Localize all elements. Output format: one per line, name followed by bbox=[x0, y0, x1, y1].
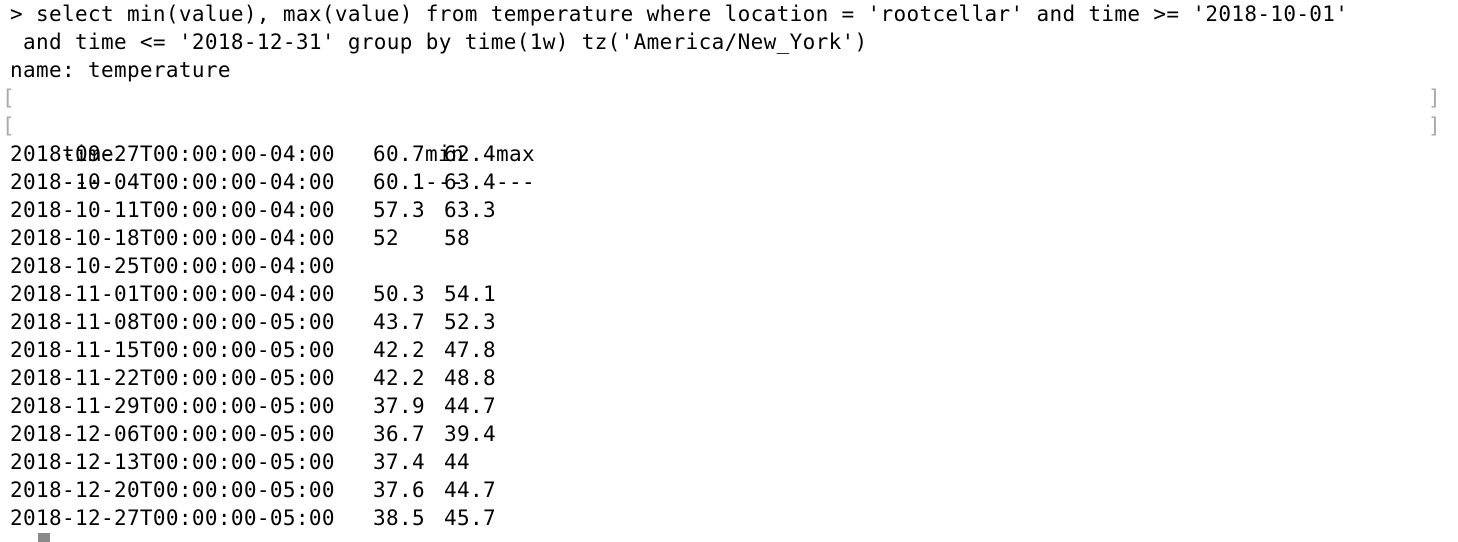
cell-min: 37.9 bbox=[373, 394, 425, 418]
table-row: 2018-12-06T00:00:00-05:00 36.7 39.4 bbox=[10, 420, 1458, 448]
table-row: 2018-09-27T00:00:00-04:00 60.7 62.4 bbox=[10, 140, 1458, 168]
cell-max: 63.4 bbox=[444, 170, 496, 194]
cell-max: 62.4 bbox=[444, 142, 496, 166]
result-name: name: temperature bbox=[10, 58, 231, 82]
table-row: 2018-12-27T00:00:00-05:00 38.5 45.7 bbox=[10, 504, 1458, 532]
cell-time: 2018-12-13T00:00:00-05:00 bbox=[10, 450, 335, 474]
cell-time: 2018-12-27T00:00:00-05:00 bbox=[10, 506, 335, 530]
cell-time: 2018-10-18T00:00:00-04:00 bbox=[10, 226, 335, 250]
cell-max: 63.3 bbox=[444, 198, 496, 222]
command-line-2: and time <= '2018-12-31' group by time(1… bbox=[10, 30, 868, 54]
cell-max: 39.4 bbox=[444, 422, 496, 446]
cell-max: 54.1 bbox=[444, 282, 496, 306]
cell-min: 42.2 bbox=[373, 366, 425, 390]
cell-min: 57.3 bbox=[373, 198, 425, 222]
table-row: 2018-12-20T00:00:00-05:00 37.6 44.7 bbox=[10, 476, 1458, 504]
cell-max: 44.7 bbox=[444, 478, 496, 502]
cell-time: 2018-11-29T00:00:00-05:00 bbox=[10, 394, 335, 418]
cell-time: 2018-12-20T00:00:00-05:00 bbox=[10, 478, 335, 502]
cell-max: 52.3 bbox=[444, 310, 496, 334]
cell-min: 38.5 bbox=[373, 506, 425, 530]
selection-bracket-right-icon: ] bbox=[1428, 114, 1441, 138]
cell-max: 44.7 bbox=[444, 394, 496, 418]
cell-min: 36.7 bbox=[373, 422, 425, 446]
column-header-min: min bbox=[424, 142, 464, 166]
cell-time: 2018-11-08T00:00:00-05:00 bbox=[10, 310, 335, 334]
cell-min: 50.3 bbox=[373, 282, 425, 306]
column-header-max: max bbox=[495, 142, 535, 166]
cell-time: 2018-10-11T00:00:00-04:00 bbox=[10, 198, 335, 222]
table-row: 2018-10-04T00:00:00-04:00 60.1 63.4 bbox=[10, 168, 1458, 196]
separator-min: --- bbox=[424, 170, 464, 194]
table-separator: [ ---- --- --- ] bbox=[2, 112, 1458, 194]
cell-max: 44 bbox=[444, 450, 470, 474]
table-row: 2018-11-08T00:00:00-05:00 43.7 52.3 bbox=[10, 308, 1458, 336]
cell-time: 2018-11-15T00:00:00-05:00 bbox=[10, 338, 335, 362]
cell-max: 48.8 bbox=[444, 366, 496, 390]
table-row: 2018-10-18T00:00:00-04:00 52 58 bbox=[10, 224, 1458, 252]
cell-max: 47.8 bbox=[444, 338, 496, 362]
cell-time: 2018-09-27T00:00:00-04:00 bbox=[10, 142, 335, 166]
cell-min: 37.6 bbox=[373, 478, 425, 502]
cell-time: 2018-10-25T00:00:00-04:00 bbox=[10, 254, 335, 278]
separator-time: ---- bbox=[61, 170, 114, 194]
cell-time: 2018-11-01T00:00:00-04:00 bbox=[10, 282, 335, 306]
table-row: 2018-11-29T00:00:00-05:00 37.9 44.7 bbox=[10, 392, 1458, 420]
selection-bracket-left-icon: [ bbox=[2, 86, 15, 110]
separator-max: --- bbox=[495, 170, 535, 194]
cell-min: 37.4 bbox=[373, 450, 425, 474]
terminal-cursor-icon bbox=[38, 533, 50, 542]
table-row: 2018-11-22T00:00:00-05:00 42.2 48.8 bbox=[10, 364, 1458, 392]
cell-time: 2018-12-06T00:00:00-05:00 bbox=[10, 422, 335, 446]
table-row: 2018-10-11T00:00:00-04:00 57.3 63.3 bbox=[10, 196, 1458, 224]
cell-min: 42.2 bbox=[373, 338, 425, 362]
cell-min: 52 bbox=[373, 226, 399, 250]
column-header-time: time bbox=[61, 142, 114, 166]
table-row: 2018-11-01T00:00:00-04:00 50.3 54.1 bbox=[10, 280, 1458, 308]
cell-min: 43.7 bbox=[373, 310, 425, 334]
table-row: 2018-10-25T00:00:00-04:00 bbox=[10, 252, 1458, 280]
table-row: 2018-12-13T00:00:00-05:00 37.4 44 bbox=[10, 448, 1458, 476]
cell-min: 60.1 bbox=[373, 170, 425, 194]
selection-bracket-left-icon: [ bbox=[2, 114, 15, 138]
command-line-1: > select min(value), max(value) from tem… bbox=[10, 2, 1349, 26]
cell-time: 2018-10-04T00:00:00-04:00 bbox=[10, 170, 335, 194]
cell-max: 45.7 bbox=[444, 506, 496, 530]
cell-time: 2018-11-22T00:00:00-05:00 bbox=[10, 366, 335, 390]
cell-max: 58 bbox=[444, 226, 470, 250]
cell-min: 60.7 bbox=[373, 142, 425, 166]
selection-bracket-right-icon: ] bbox=[1428, 86, 1441, 110]
table-row: 2018-11-15T00:00:00-05:00 42.2 47.8 bbox=[10, 336, 1458, 364]
table-header: [ time min max ] bbox=[2, 84, 1458, 166]
